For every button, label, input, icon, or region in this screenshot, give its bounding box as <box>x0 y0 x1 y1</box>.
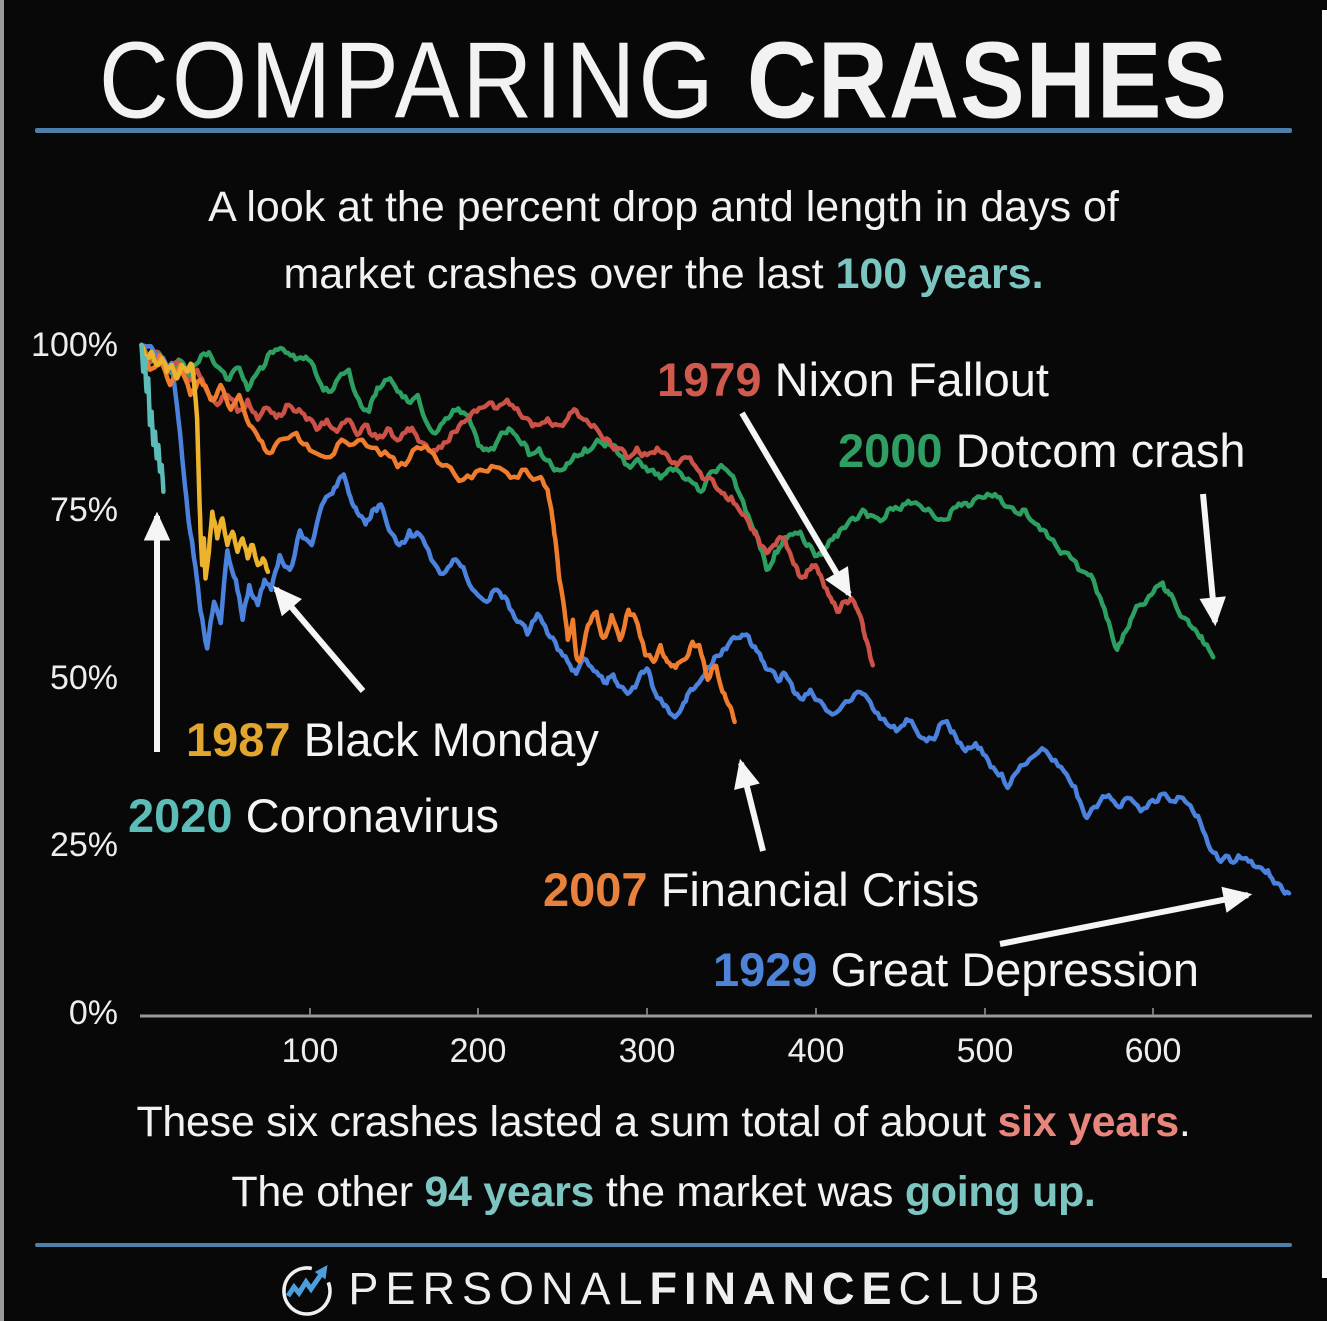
subtitle-line2: market crashes over the last <box>283 250 836 298</box>
y-tick-label: 0% <box>68 994 118 1032</box>
subtitle-highlight: 100 years. <box>835 250 1044 298</box>
annotation-label-financial-crisis: Financial Crisis <box>647 863 980 916</box>
annotation-1979-nixon-fallout: 1979 Nixon Fallout <box>657 352 1049 407</box>
series-line-2007 <box>139 342 737 725</box>
series-line-1979 <box>139 342 876 668</box>
right-edge-artifact <box>1322 10 1327 1278</box>
footer2-highlight1: 94 years <box>424 1168 595 1216</box>
annotation-label-nixon-fallout: Nixon Fallout <box>761 353 1049 406</box>
annotation-1987-black-monday: 1987 Black Monday <box>186 712 599 767</box>
annotation-label-great-depression: Great Depression <box>817 943 1199 996</box>
y-tick-label: 100% <box>31 326 118 364</box>
annotation-2020-coronavirus: 2020 Coronavirus <box>128 788 499 843</box>
x-tick-label: 300 <box>618 1032 676 1070</box>
y-tick-label: 50% <box>49 659 118 697</box>
annotation-arrow <box>273 585 366 693</box>
page-title: COMPARING CRASHES <box>0 18 1327 143</box>
x-tick-label: 600 <box>1124 1032 1182 1070</box>
brand-logo: PERSONALFINANCECLUB <box>0 1260 1327 1318</box>
footer1-highlight: six years <box>997 1098 1179 1146</box>
footer-summary-line1: These six crashes lasted a sum total of … <box>0 1098 1327 1147</box>
annotation-arrow <box>739 411 852 598</box>
series-line-1987 <box>139 342 271 581</box>
annotation-2007-financial-crisis: 2007 Financial Crisis <box>543 862 979 917</box>
annotation-label-dotcom-crash: Dotcom crash <box>942 424 1246 477</box>
x-tick-label: 500 <box>956 1032 1014 1070</box>
logo-word-personal: PERSONAL <box>348 1263 650 1314</box>
annotation-1929-great-depression: 1929 Great Depression <box>713 942 1199 997</box>
subtitle-line1: A look at the percent drop antd length i… <box>208 183 1119 231</box>
annotation-year-2020: 2020 <box>128 789 233 842</box>
bottom-divider <box>35 1243 1292 1247</box>
annotation-year-1979: 1979 <box>657 353 762 406</box>
x-tick-label: 100 <box>281 1032 339 1070</box>
annotation-year-2000: 2000 <box>838 424 943 477</box>
annotation-label-black-monday: Black Monday <box>290 713 599 766</box>
annotation-2000-dotcom-crash: 2000 Dotcom crash <box>838 423 1246 478</box>
logo-chart-icon <box>282 1265 333 1316</box>
footer-summary-line2: The other 94 years the market was going … <box>0 1168 1327 1217</box>
y-tick-label: 75% <box>49 491 118 529</box>
chart-series-lines <box>139 342 1292 896</box>
series-line-1929 <box>139 342 1292 896</box>
left-edge-artifact <box>0 0 4 1321</box>
annotation-year-1929: 1929 <box>713 943 818 996</box>
logo-word-club: CLUB <box>898 1263 1047 1314</box>
title-bold-part: CRASHES <box>746 19 1229 142</box>
annotation-arrow <box>734 758 766 852</box>
series-line-2020 <box>139 342 166 494</box>
annotation-arrow <box>999 886 1253 947</box>
y-tick-label: 25% <box>49 826 118 864</box>
logo-word-finance: FINANCE <box>649 1263 899 1314</box>
footer2-text2: the market was <box>594 1168 905 1216</box>
annotation-arrow <box>1199 493 1226 627</box>
footer1-period: . <box>1178 1098 1191 1146</box>
logo-wordmark: PERSONALFINANCECLUB <box>348 1263 1046 1315</box>
footer2-text1: The other <box>231 1168 425 1216</box>
annotation-arrows <box>143 411 1253 947</box>
annotation-year-1987: 1987 <box>186 713 291 766</box>
series-line-2000 <box>139 342 1216 660</box>
x-tick-label: 400 <box>787 1032 845 1070</box>
axis <box>140 1008 1312 1018</box>
footer1-text: These six crashes lasted a sum total of … <box>136 1098 998 1146</box>
top-divider <box>35 128 1292 133</box>
annotation-label-coronavirus: Coronavirus <box>232 789 500 842</box>
title-light-part: COMPARING <box>98 19 747 142</box>
footer2-highlight2: going up. <box>904 1168 1096 1216</box>
x-tick-label: 200 <box>449 1032 507 1070</box>
subtitle: A look at the percent drop antd length i… <box>0 174 1327 308</box>
annotation-year-2007: 2007 <box>543 863 648 916</box>
